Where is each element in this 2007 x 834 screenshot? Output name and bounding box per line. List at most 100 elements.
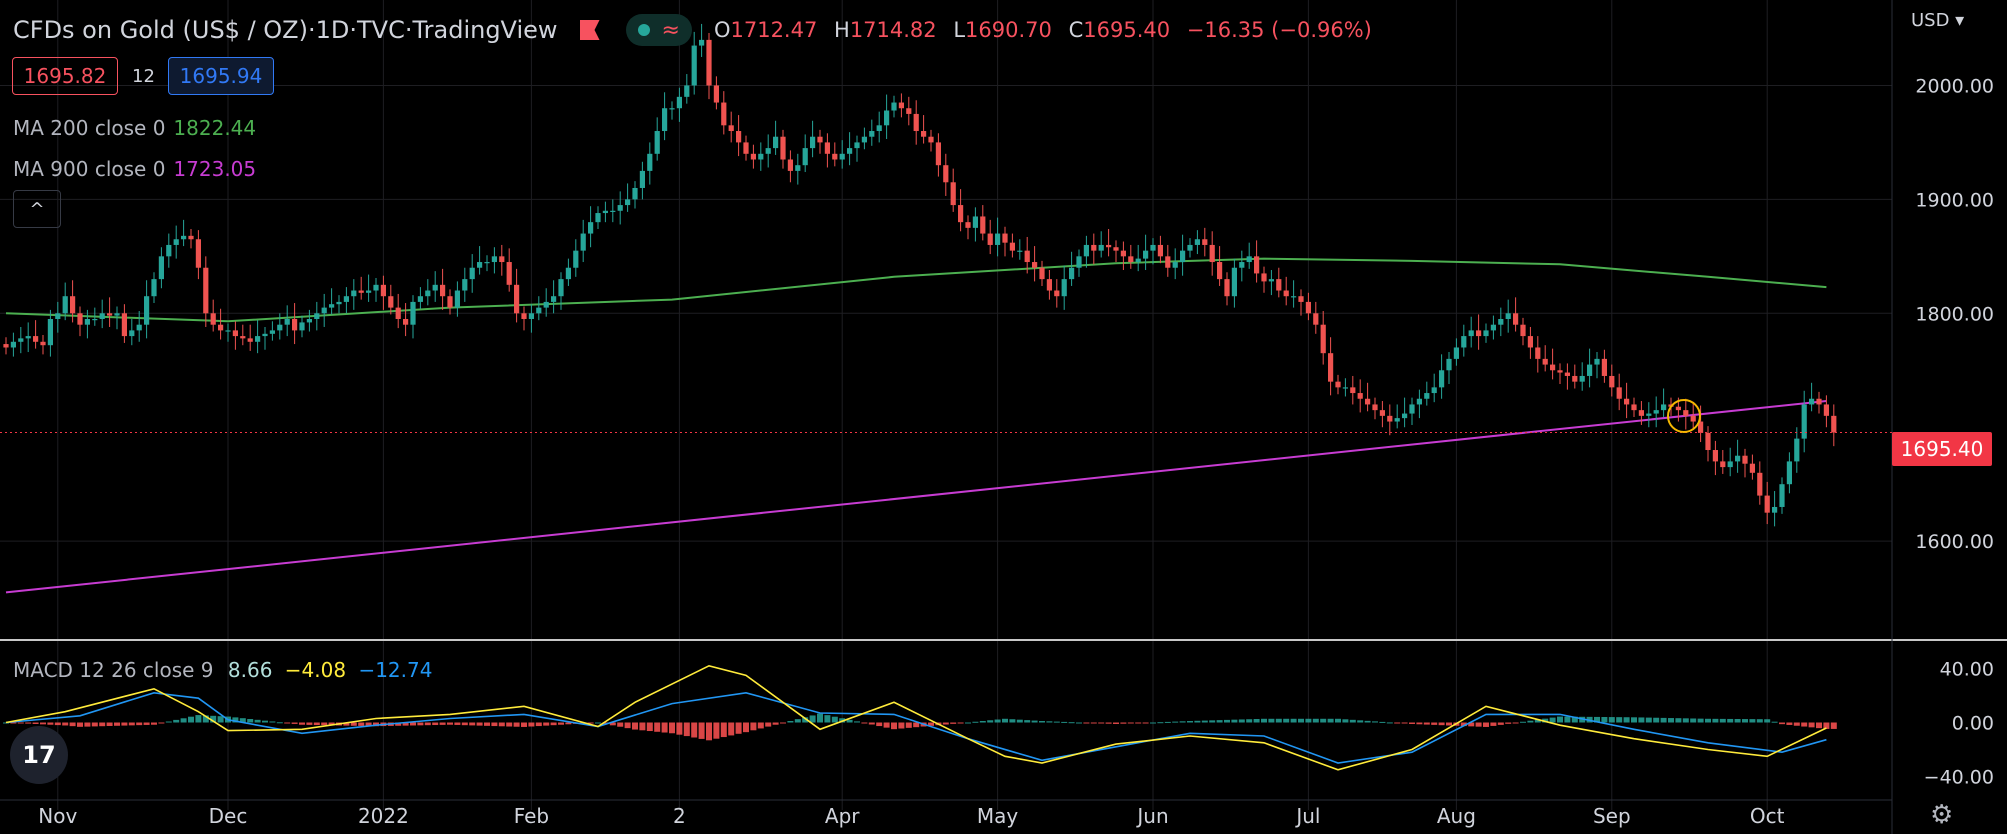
collapse-legend-button[interactable]: ^ [13, 190, 61, 228]
macd-hist-bar [639, 722, 646, 731]
macd-hist-bar [1179, 721, 1186, 723]
macd-hist-bar [1682, 718, 1689, 723]
candle-body [869, 131, 875, 137]
candle-body [314, 313, 320, 319]
candle-body [1379, 410, 1385, 416]
macd-hist-bar [1490, 722, 1497, 726]
macd-hist-bar [654, 722, 661, 732]
exchange-label: TVC [357, 16, 405, 44]
candle-body [1698, 421, 1704, 433]
macd-hist-bar [269, 721, 276, 723]
candle-body [432, 284, 438, 291]
candle-body [558, 279, 564, 297]
buy-price-button[interactable]: 1695.94 [168, 57, 274, 95]
time-tick-label: Apr [825, 804, 860, 828]
settings-gear-icon[interactable]: ⚙ [1930, 800, 1954, 830]
candle-body [1165, 256, 1171, 268]
candle-body [950, 182, 956, 206]
candle-body [1816, 398, 1822, 405]
ma200-label: MA 200 close 0 [13, 116, 166, 140]
macd-hist-bar [54, 722, 61, 726]
candle-body [588, 222, 594, 234]
candle-body [1513, 313, 1519, 325]
candle-body [1646, 413, 1652, 416]
candle-body [995, 233, 1001, 245]
macd-hist-bar [1335, 718, 1341, 723]
candle-body [417, 296, 423, 302]
candle-body [1705, 432, 1711, 451]
candle-body [1690, 415, 1696, 422]
candle-body [425, 290, 431, 297]
macd-hist-bar [824, 715, 831, 723]
candle-body [1779, 484, 1785, 507]
sell-price-button[interactable]: 1695.82 [12, 57, 118, 95]
candle-body [906, 108, 912, 114]
macd-hist-bar [669, 722, 675, 734]
interval-label[interactable]: 1D [315, 16, 350, 44]
macd-hist-bar [1527, 720, 1534, 723]
candle-body [913, 113, 919, 132]
market-status-pill[interactable]: ≈ [625, 14, 692, 46]
candle-body [1091, 244, 1097, 251]
candle-body [1024, 250, 1030, 263]
candle-body [77, 313, 83, 325]
macd-hist-bar [1534, 719, 1541, 723]
candle-body [173, 239, 179, 245]
macd-hist-bar [491, 722, 498, 727]
macd-hist-bar [1660, 717, 1667, 723]
candle-body [1365, 398, 1371, 405]
candle-body [1069, 267, 1075, 280]
macd-hist-bar [424, 722, 431, 726]
macd-hist-bar [306, 722, 313, 725]
symbol-title[interactable]: CFDs on Gold (US$ / OZ) [13, 16, 308, 44]
candle-body [706, 39, 712, 86]
ma900-legend[interactable]: MA 900 close 0 1723.05 [13, 157, 256, 181]
macd-hist-bar [1638, 717, 1645, 723]
macd-hist-bar [661, 722, 668, 733]
candle-body [321, 307, 327, 314]
macd-hist-bar [143, 722, 150, 725]
ma900-polyline [5, 400, 1827, 594]
macd-hist-bar [1712, 718, 1719, 723]
candle-body [195, 239, 201, 268]
macd-hist-bar [1224, 719, 1230, 723]
macd-hist-bar [373, 722, 379, 727]
macd-hist-bar [202, 715, 209, 723]
macd-hist-bar [62, 722, 69, 726]
flag-icon[interactable] [579, 20, 600, 40]
time-tick-label: Feb [514, 804, 549, 828]
candle-body [203, 267, 209, 314]
candle-body [713, 85, 719, 103]
candle-body [1039, 267, 1045, 280]
candle-body [129, 330, 135, 337]
candle-body [1313, 313, 1319, 325]
macd-hist-bar [587, 722, 594, 724]
candle-body [1172, 262, 1178, 268]
candle-body [958, 205, 964, 223]
ma200-legend[interactable]: MA 200 close 0 1822.44 [13, 116, 256, 140]
macd-hist-bar [1756, 719, 1763, 723]
currency-dropdown[interactable]: USD ▾ [1911, 10, 1965, 31]
macd-signal-line [5, 664, 1827, 771]
candle-body [1224, 279, 1230, 297]
macd-hist-bar [1675, 718, 1682, 723]
candle-body [1076, 256, 1082, 268]
symbol-legend: CFDs on Gold (US$ / OZ) · 1D · TVC · Tra… [13, 12, 1382, 48]
macd-hist-bar [558, 722, 564, 725]
macd-legend[interactable]: MACD 12 26 close 9 8.66 −4.08 −12.74 [13, 658, 432, 682]
candle-body [70, 296, 76, 314]
candle-body [1217, 262, 1223, 280]
candle-body [676, 96, 682, 109]
macd-hist-bar [802, 717, 809, 723]
tradingview-logo-icon[interactable]: 17 [10, 726, 68, 784]
candle-body [18, 338, 24, 342]
ma900-label: MA 900 close 0 [13, 157, 166, 181]
candle-body [1446, 358, 1452, 371]
macd-hist-bar [1127, 722, 1134, 724]
macd-hist-bar [32, 722, 39, 724]
candle-body [1061, 279, 1067, 297]
macd-hist-bar [77, 722, 83, 727]
macd-hist-bar [735, 722, 742, 734]
candle-body [1624, 398, 1630, 405]
